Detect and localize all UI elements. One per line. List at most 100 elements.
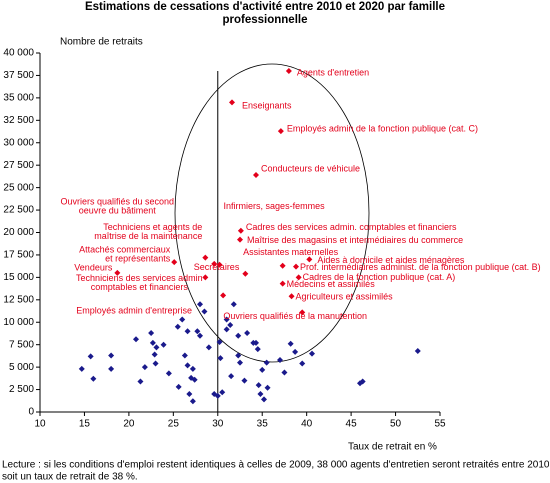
point-label: comptables et financiers [91,282,189,292]
point-label: Conducteurs de véhicule [261,163,360,173]
point [264,384,271,391]
point [87,353,94,360]
point [197,332,203,339]
y-tick-label: 20 000 [3,227,34,238]
point [293,263,299,270]
note: soit un taux de retrait de 38 %. [2,472,138,483]
point-label: maîtrise de la maintenance [94,231,202,241]
point [189,398,196,405]
point [219,389,226,396]
point [237,359,243,366]
x-tick-label: 45 [346,419,358,430]
x-tick-label: 35 [257,419,269,430]
point [137,378,144,385]
point-label: Techniciens des services admin [76,273,203,283]
point [228,373,235,380]
y-axis-title: Nombre de retraits [60,37,143,48]
point [237,227,244,234]
point [184,362,191,369]
point [299,360,306,367]
y-tick-label: 0 [28,407,34,418]
x-tick-label: 10 [34,419,46,430]
point [242,270,249,277]
point-label: Secrétaires [194,262,240,272]
point [257,391,264,398]
point [202,274,209,281]
point [205,344,212,351]
point [181,352,188,359]
point [235,332,242,339]
point [277,356,283,363]
point [359,378,366,385]
chart-title: Estimations de cessations d'activité ent… [85,1,445,13]
point [160,341,167,348]
point [114,269,121,276]
point [279,280,286,287]
point [184,328,191,335]
point [254,346,261,353]
point [414,347,421,354]
point-label: oeuvre du bâtiment [79,205,157,215]
point [171,259,178,266]
point [288,293,295,300]
point [78,365,85,372]
point [292,348,299,355]
x-tick-label: 30 [212,419,224,430]
y-tick-label: 12 500 [3,294,34,305]
point-label: Agriculteurs et assimilés [296,292,394,302]
point [235,352,242,359]
point [306,256,313,263]
point [153,344,160,351]
point [255,382,262,389]
x-tick-label: 25 [168,419,180,430]
y-tick-label: 35 000 [3,93,34,104]
point [148,330,155,337]
point [179,316,186,323]
point [295,274,302,281]
y-tick-label: 10 000 [3,317,34,328]
point-label: Ouvriers qualifiés de la manutention [223,311,367,321]
point [253,172,259,179]
x-tick-label: 50 [390,419,402,430]
y-tick-label: 40 000 [3,48,34,59]
x-axis-title: Taux de retrait en % [348,442,437,453]
point [253,339,259,346]
point-label: Assistantes maternelles [243,247,339,257]
point [149,339,156,346]
point-label: Attachés commerciaux [79,244,171,254]
x-tick-label: 15 [79,419,91,430]
point-label: Agents d'entretien [297,67,369,77]
point-label: Vendeurs [74,262,113,272]
point [244,330,251,337]
point [230,301,237,308]
point-label: Médecins et assimilés [287,279,376,289]
point [259,366,266,373]
point-label: Enseignants [242,101,292,111]
point [211,260,218,267]
point [175,383,182,390]
point-label: Prof. intermédiaires administ. de la fon… [300,262,541,272]
point [90,375,97,382]
point [223,316,230,323]
point [299,309,306,316]
point [191,376,198,383]
x-tick-label: 40 [301,419,313,430]
point-label: Techniciens et agents de [103,222,202,232]
point-label: Cadres de la fonction publique (cat. A) [303,272,456,282]
point-label: Employés admin de la fonction publique (… [287,123,478,133]
highlight-ellipse [174,63,370,363]
chart-title: professionnelle [223,14,308,26]
y-tick-label: 22 500 [3,205,34,216]
point [237,236,243,243]
point [241,377,248,384]
point [309,350,315,357]
point [277,128,284,135]
point [197,301,203,308]
point [189,365,196,372]
y-tick-label: 32 500 [3,115,34,126]
point [227,321,234,328]
point-label: Maîtrise des magasins et intermédiaires … [247,235,463,245]
point [133,336,139,343]
point [217,355,224,362]
